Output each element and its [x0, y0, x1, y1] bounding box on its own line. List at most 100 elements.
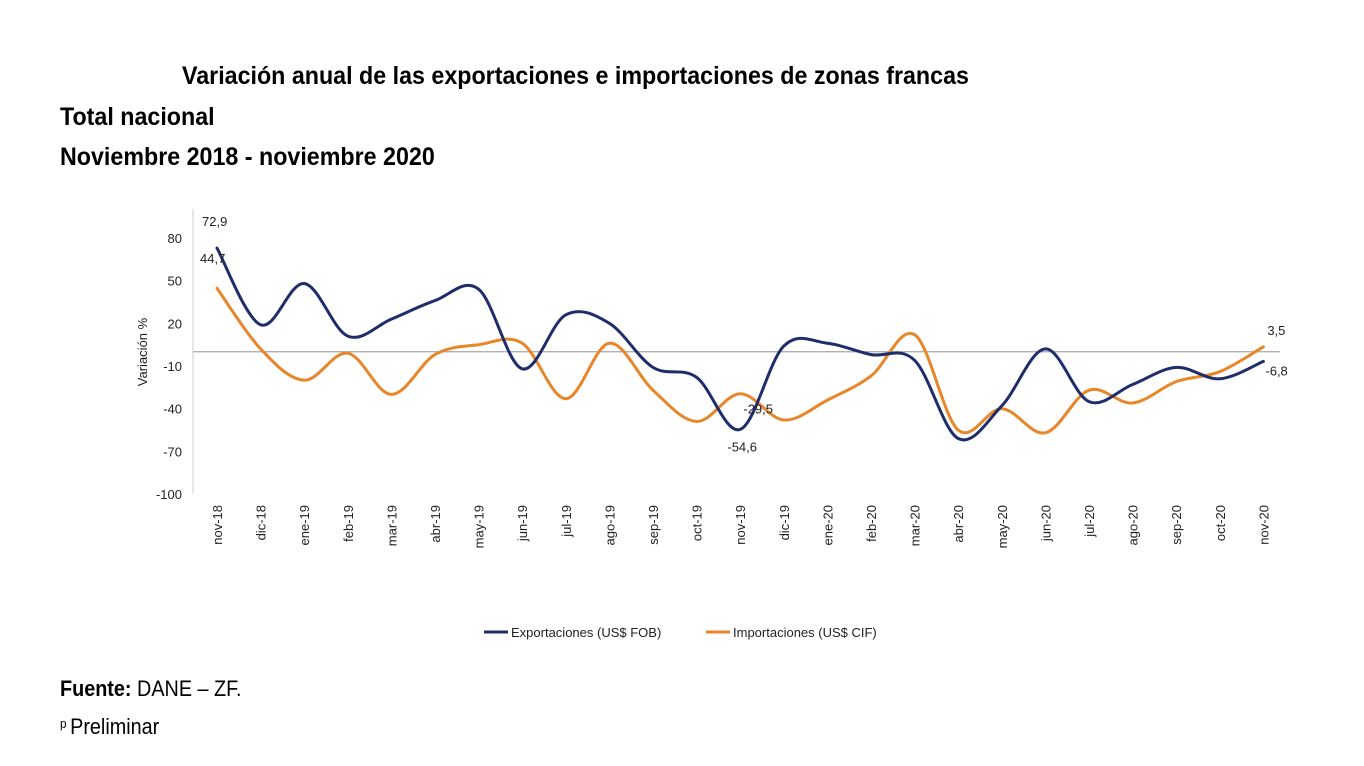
- import-point-sep-19: [651, 388, 655, 392]
- import-point-sep-20: [1174, 380, 1178, 384]
- source-value: DANE – ZF.: [137, 676, 242, 701]
- x-tick-label: jun-19: [515, 505, 530, 542]
- x-tick-label: abr-19: [428, 505, 443, 543]
- x-tick-label: abr-20: [951, 505, 966, 543]
- x-tick-label: nov-19: [733, 505, 748, 545]
- import-point-mar-20: [913, 333, 917, 337]
- data-label: 3,5: [1267, 323, 1285, 338]
- chart-subtitle-region: Total nacional: [60, 103, 215, 131]
- y-axis: 80 50 20 -10 -40 -70 -100 Variación %: [135, 209, 194, 502]
- export-point-oct-19: [695, 375, 699, 379]
- export-point-may-20: [1000, 404, 1004, 408]
- series-line-importaciones: [215, 286, 1265, 435]
- data-label: -54,6: [727, 439, 757, 454]
- import-point-feb-19: [346, 351, 350, 355]
- x-tick-label: ago-19: [602, 505, 617, 545]
- y-tick-label: 80: [168, 231, 182, 246]
- x-tick-label: dic-19: [777, 505, 792, 540]
- y-tick-label: -70: [163, 444, 182, 459]
- export-point-jul-20: [1087, 400, 1091, 404]
- import-point-nov-20: [1261, 345, 1265, 349]
- x-tick-label: oct-19: [690, 505, 705, 541]
- x-tick-label: jun-20: [1038, 505, 1053, 542]
- x-tick-label: feb-20: [864, 505, 879, 542]
- export-point-nov-19: [738, 427, 742, 431]
- export-point-jun-20: [1043, 347, 1047, 351]
- x-tick-label: mar-20: [908, 505, 923, 546]
- preliminary-mark: p: [60, 716, 67, 731]
- y-tick-label: 20: [168, 316, 182, 331]
- import-point-nov-19: [738, 392, 742, 396]
- export-point-ago-19: [607, 321, 611, 325]
- x-tick-label: nov-18: [210, 505, 225, 545]
- y-axis-label: Variación %: [135, 317, 150, 386]
- import-point-dic-19: [782, 418, 786, 422]
- x-tick-label: may-19: [472, 505, 487, 548]
- export-point-mar-20: [913, 358, 917, 362]
- export-point-ene-19: [302, 282, 306, 286]
- export-point-ene-20: [825, 341, 829, 345]
- export-point-feb-20: [869, 353, 873, 357]
- export-point-feb-19: [346, 334, 350, 338]
- y-tick-label: 50: [168, 274, 182, 289]
- source-label: Fuente:: [60, 676, 132, 701]
- x-tick-label: oct-20: [1213, 505, 1228, 541]
- import-point-jun-20: [1043, 431, 1047, 435]
- data-label: 44,7: [200, 251, 225, 266]
- import-point-ago-19: [607, 341, 611, 345]
- export-point-dic-18: [259, 323, 263, 327]
- import-point-ene-20: [825, 398, 829, 402]
- import-point-feb-20: [869, 374, 873, 378]
- import-point-jul-19: [564, 397, 568, 401]
- import-point-abr-20: [956, 428, 960, 432]
- import-point-abr-19: [433, 353, 437, 357]
- data-label: 72,9: [202, 214, 227, 229]
- data-label: -6,8: [1265, 363, 1287, 378]
- export-point-abr-20: [956, 437, 960, 441]
- x-tick-label: sep-19: [646, 505, 661, 545]
- import-point-jul-20: [1087, 388, 1091, 392]
- y-tick-label: -40: [163, 402, 182, 417]
- import-point-mar-19: [389, 392, 393, 396]
- import-point-jun-19: [520, 341, 524, 345]
- legend: Exportaciones (US$ FOB) Importaciones (US…: [484, 625, 877, 640]
- legend-label: Exportaciones (US$ FOB): [511, 625, 661, 640]
- x-tick-label: ago-20: [1126, 505, 1141, 545]
- x-tick-label: ene-19: [297, 505, 312, 545]
- source-note: Fuente: DANE – ZF.: [60, 676, 242, 702]
- x-tick-label: dic-18: [254, 505, 269, 540]
- legend-label: Importaciones (US$ CIF): [733, 625, 877, 640]
- import-point-oct-19: [695, 419, 699, 423]
- chart-subtitle-period: Noviembre 2018 - noviembre 2020: [60, 143, 435, 171]
- import-point-may-19: [477, 343, 481, 347]
- export-point-abr-19: [433, 299, 437, 303]
- export-point-sep-20: [1174, 365, 1178, 369]
- y-tick-label: -10: [163, 359, 182, 374]
- export-point-dic-19: [782, 344, 786, 348]
- export-point-jul-19: [564, 313, 568, 317]
- import-point-dic-18: [259, 347, 263, 351]
- x-tick-label: may-20: [995, 505, 1010, 548]
- y-tick-label: -100: [156, 487, 182, 502]
- x-axis: nov-18 dic-18 ene-19 feb-19 mar-19 abr-19 may-…: [193, 351, 1280, 548]
- import-point-oct-20: [1218, 370, 1222, 374]
- export-point-mar-19: [389, 317, 393, 321]
- chart-title: Variación anual de las exportaciones e i…: [182, 62, 969, 90]
- export-point-ago-20: [1131, 382, 1135, 386]
- import-point-ago-20: [1131, 401, 1135, 405]
- x-tick-label: mar-19: [384, 505, 399, 546]
- data-label: -29,5: [743, 402, 773, 417]
- preliminary-note: p Preliminar: [60, 714, 159, 740]
- export-point-may-19: [477, 287, 481, 291]
- data-labels: 72,9 44,7 -54,6 -29,5 3,5 -6,8: [200, 214, 1288, 454]
- x-tick-label: jul-20: [1082, 505, 1097, 538]
- x-tick-label: nov-20: [1256, 505, 1271, 545]
- x-tick-label: ene-20: [820, 505, 835, 545]
- series-layer: [215, 246, 1265, 442]
- export-point-oct-20: [1218, 377, 1222, 381]
- series-line-exportaciones: [215, 246, 1265, 442]
- import-point-nov-18: [215, 286, 219, 290]
- export-point-nov-18: [215, 246, 219, 250]
- import-point-ene-19: [302, 378, 306, 382]
